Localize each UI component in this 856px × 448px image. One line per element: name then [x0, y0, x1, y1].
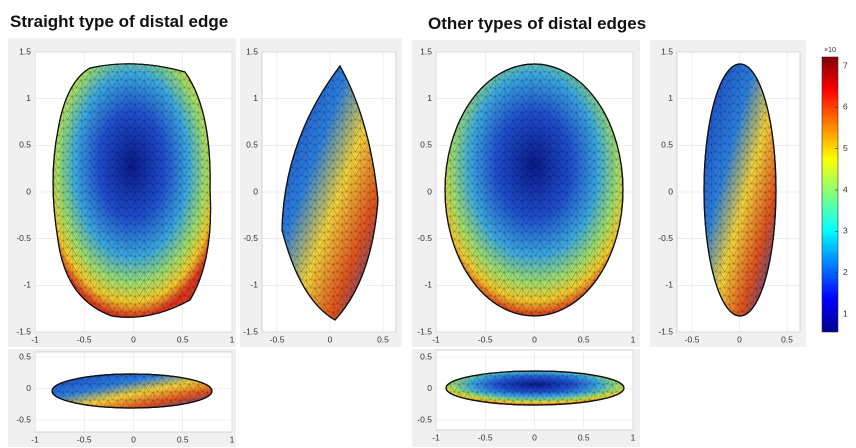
y-tick-label: -0.5: [243, 233, 258, 243]
x-tick-label: 0.5: [177, 334, 189, 344]
y-tick-label: -1: [665, 280, 673, 290]
x-tick-label: 0: [737, 334, 742, 344]
colorbar-tick-label: 4: [843, 184, 848, 194]
y-tick-label: 0.5: [420, 351, 432, 361]
x-tick-label: 0: [131, 334, 136, 344]
colorbar-tick-label: 7: [843, 60, 848, 70]
y-tick-label: -1: [424, 280, 432, 290]
x-tick-label: 0: [131, 434, 136, 444]
y-tick-label: 1.5: [19, 46, 31, 56]
x-tick-label: -0.5: [685, 334, 700, 344]
mesh: [444, 63, 624, 317]
colorbar-tick-label: 5: [843, 143, 848, 153]
y-tick-label: 1: [668, 93, 673, 103]
x-tick-label: -1: [432, 432, 440, 442]
x-tick-label: 1: [230, 334, 235, 344]
x-tick-label: 0.5: [578, 334, 590, 344]
y-tick-label: -1.5: [417, 326, 432, 336]
y-tick-label: -1.5: [16, 326, 31, 336]
y-tick-label: 1.5: [661, 46, 673, 56]
y-tick-label: 1: [26, 93, 31, 103]
x-tick-label: 0: [328, 334, 333, 344]
y-tick-label: -0.5: [658, 233, 673, 243]
y-tick-label: 0: [427, 186, 432, 196]
x-tick-label: -0.5: [77, 334, 92, 344]
y-tick-label: -1: [23, 280, 31, 290]
x-tick-label: 1: [631, 432, 636, 442]
y-tick-label: -1: [250, 280, 258, 290]
title-right: Other types of distal edges: [428, 14, 646, 33]
title-left: Straight type of distal edge: [10, 12, 228, 31]
y-tick-label: 0.5: [246, 140, 258, 150]
y-tick-label: 0: [26, 383, 31, 393]
y-tick-label: 1: [427, 93, 432, 103]
x-tick-label: 1: [230, 434, 235, 444]
y-tick-label: 0.5: [19, 351, 31, 361]
x-tick-label: 0: [532, 334, 537, 344]
y-tick-label: 0: [668, 186, 673, 196]
colorbar-tick-label: 3: [843, 226, 848, 236]
x-tick-label: 0: [532, 432, 537, 442]
y-tick-label: -0.5: [16, 233, 31, 243]
x-tick-label: -1: [31, 434, 39, 444]
mesh: [703, 63, 777, 317]
y-tick-label: 0.5: [661, 140, 673, 150]
y-tick-label: 1.5: [420, 46, 432, 56]
x-tick-label: 0.5: [781, 334, 793, 344]
colorbar-tick-label: 2: [843, 267, 848, 277]
y-tick-label: 0: [253, 186, 258, 196]
y-tick-label: 0.5: [420, 140, 432, 150]
y-tick-label: -1.5: [243, 326, 258, 336]
x-tick-label: -0.5: [478, 334, 493, 344]
y-tick-label: 0: [26, 186, 31, 196]
y-tick-label: 1: [253, 93, 258, 103]
colorbar-exponent: ×10: [824, 47, 836, 54]
x-tick-label: 0.5: [377, 334, 389, 344]
x-tick-label: -1: [31, 334, 39, 344]
x-tick-label: 1: [631, 334, 636, 344]
y-tick-label: -0.5: [417, 414, 432, 424]
x-tick-label: -0.5: [270, 334, 285, 344]
y-tick-label: -0.5: [16, 414, 31, 424]
colorbar: [821, 56, 839, 333]
x-tick-label: -0.5: [478, 432, 493, 442]
x-tick-label: -1: [432, 334, 440, 344]
x-tick-label: 0.5: [177, 434, 189, 444]
x-tick-label: 0.5: [578, 432, 590, 442]
mesh: [445, 370, 625, 406]
x-tick-label: -0.5: [77, 434, 92, 444]
y-tick-label: -1.5: [658, 326, 673, 336]
colorbar-tick-label: 6: [843, 102, 848, 112]
surfaces: [51, 63, 777, 409]
y-tick-label: 0: [427, 383, 432, 393]
mesh: [52, 63, 212, 318]
mesh: [51, 373, 213, 409]
y-tick-label: 1.5: [246, 46, 258, 56]
colorbar-tick-label: 1: [843, 308, 848, 318]
y-tick-label: 0.5: [19, 140, 31, 150]
y-tick-label: -0.5: [417, 233, 432, 243]
mesh: [281, 64, 379, 321]
